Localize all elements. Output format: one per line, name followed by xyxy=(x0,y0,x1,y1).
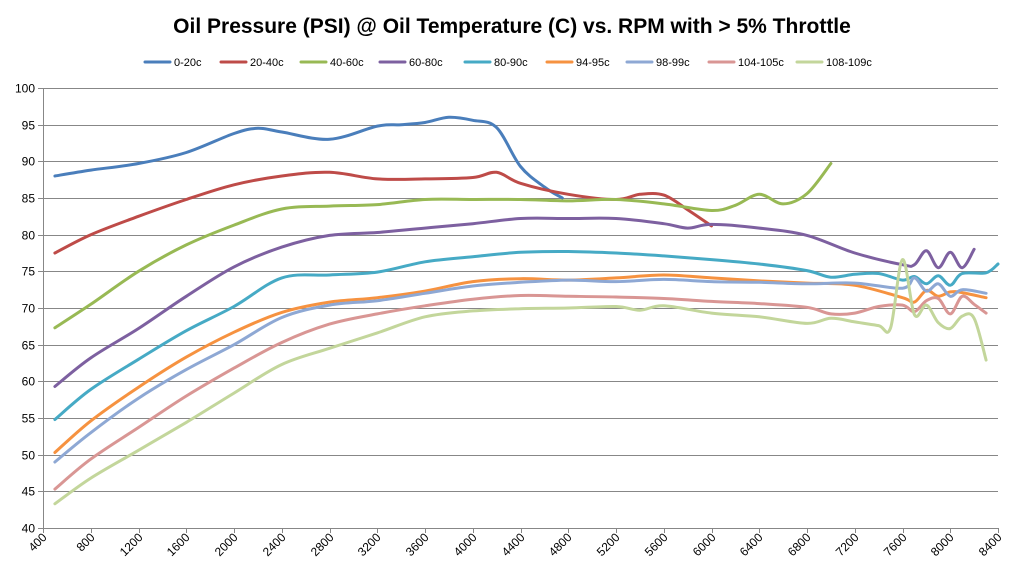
legend-label: 80-90c xyxy=(494,57,528,69)
legend-item-80-90c: 80-90c xyxy=(463,57,528,69)
legend-item-98-99c: 98-99c xyxy=(625,57,690,69)
legend-label: 20-40c xyxy=(250,57,284,69)
y-tick-label: 85 xyxy=(22,192,36,206)
y-tick-label: 45 xyxy=(22,485,36,499)
gridlines xyxy=(43,88,998,492)
series-line-108-109c xyxy=(53,258,988,506)
y-tick-label: 70 xyxy=(22,302,36,316)
series-line-104-105c xyxy=(53,293,988,491)
series-line-0-20c xyxy=(53,115,564,200)
legend-item-108-109c: 108-109c xyxy=(795,57,872,69)
y-tick-label: 55 xyxy=(22,412,36,426)
legend-item-0-20c: 0-20c xyxy=(143,57,202,69)
series-line-98-99c xyxy=(53,276,988,464)
chart-title: Oil Pressure (PSI) @ Oil Temperature (C)… xyxy=(173,15,851,38)
legend-label: 104-105c xyxy=(738,57,784,69)
legend-item-20-40c: 20-40c xyxy=(219,57,284,69)
series-line-60-80c xyxy=(53,216,976,388)
series-line-40-60c xyxy=(53,162,833,330)
y-tick-label: 90 xyxy=(22,155,36,169)
y-tick-label: 50 xyxy=(22,449,36,463)
y-tick-label: 60 xyxy=(22,375,36,389)
legend-label: 108-109c xyxy=(826,57,872,69)
legend-item-40-60c: 40-60c xyxy=(299,57,364,69)
y-tick-label: 75 xyxy=(22,265,36,279)
y-tick-label: 95 xyxy=(22,119,36,133)
series-lines xyxy=(53,115,1000,506)
legend-item-60-80c: 60-80c xyxy=(378,57,443,69)
legend-label: 40-60c xyxy=(330,57,364,69)
legend-item-104-105c: 104-105c xyxy=(707,57,784,69)
series-line-80-90c xyxy=(53,249,1000,421)
y-tick-label: 100 xyxy=(15,82,35,96)
legend-label: 94-95c xyxy=(576,57,610,69)
legend-label: 0-20c xyxy=(174,57,202,69)
y-tick-label: 80 xyxy=(22,229,36,243)
legend: 0-20c 20-40c 40-60c 60-80c 80-90c 94-95c 98-99… xyxy=(143,57,872,69)
legend-item-94-95c: 94-95c xyxy=(545,57,610,69)
legend-label: 98-99c xyxy=(656,57,690,69)
y-tick-label: 65 xyxy=(22,339,36,353)
y-tick-label: 40 xyxy=(22,522,36,536)
series-line-20-40c xyxy=(53,170,713,255)
legend-label: 60-80c xyxy=(409,57,443,69)
